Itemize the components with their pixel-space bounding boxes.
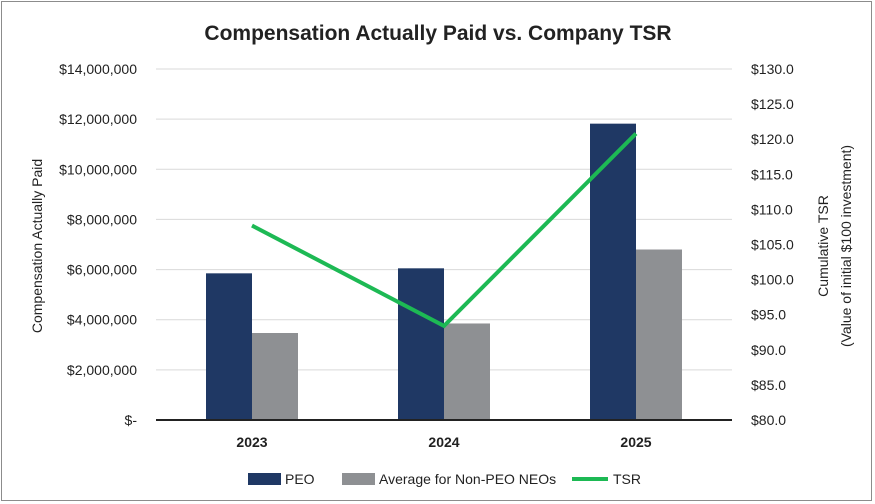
left-axis-label: Compensation Actually Paid: [29, 159, 45, 333]
right-tick-label: $115.0: [751, 166, 793, 182]
chart-title: Compensation Actually Paid vs. Company T…: [204, 22, 671, 45]
right-axis-label-line2: (Value of initial $100 investment): [838, 145, 854, 347]
x-tick-label: 2024: [428, 434, 459, 450]
legend-non-peo-swatch: [342, 473, 375, 485]
right-tick-label: $110.0: [751, 201, 793, 217]
left-tick-label: $6,000,000: [67, 262, 137, 278]
right-tick-label: $85.0: [751, 377, 786, 393]
bar-non-peo: [252, 333, 298, 420]
left-tick-label: $12,000,000: [59, 111, 137, 127]
left-axis-ticks: $- $2,000,000 $4,000,000 $6,000,000 $8,000,0…: [59, 61, 137, 428]
bar-non-peo: [444, 323, 490, 420]
right-tick-label: $105.0: [751, 237, 794, 253]
left-tick-label: $10,000,000: [59, 161, 137, 177]
right-tick-label: $95.0: [751, 307, 786, 323]
x-axis-ticks: 2023 2024 2025: [236, 434, 651, 450]
legend-tsr-label: TSR: [613, 471, 641, 487]
left-tick-label: $2,000,000: [67, 362, 137, 378]
legend: PEO Average for Non-PEO NEOs TSR: [248, 471, 641, 487]
right-axis-label-line1: Cumulative TSR: [815, 195, 831, 297]
right-tick-label: $90.0: [751, 342, 786, 358]
bar-peo: [590, 123, 636, 421]
right-tick-label: $125.0: [751, 96, 794, 112]
bar-peo: [206, 273, 252, 420]
legend-peo-label: PEO: [285, 471, 315, 487]
bars: [206, 123, 682, 421]
left-tick-label: $-: [125, 412, 138, 428]
legend-peo-swatch: [248, 473, 281, 485]
right-tick-label: $130.0: [751, 61, 794, 77]
right-axis-ticks: $80.0 $85.0 $90.0 $95.0 $100.0 $105.0 $110.0 $1…: [751, 61, 794, 428]
x-tick-label: 2025: [620, 434, 651, 450]
left-tick-label: $8,000,000: [67, 211, 137, 227]
bar-non-peo: [636, 249, 682, 420]
legend-non-peo-label: Average for Non-PEO NEOs: [379, 471, 556, 487]
left-tick-label: $4,000,000: [67, 312, 137, 328]
bar-peo: [398, 268, 444, 420]
right-tick-label: $120.0: [751, 131, 794, 147]
left-tick-label: $14,000,000: [59, 61, 137, 77]
tsr-line-group: [251, 132, 638, 329]
right-tick-label: $80.0: [751, 412, 786, 428]
right-tick-label: $100.0: [751, 272, 794, 288]
x-tick-label: 2023: [236, 434, 267, 450]
